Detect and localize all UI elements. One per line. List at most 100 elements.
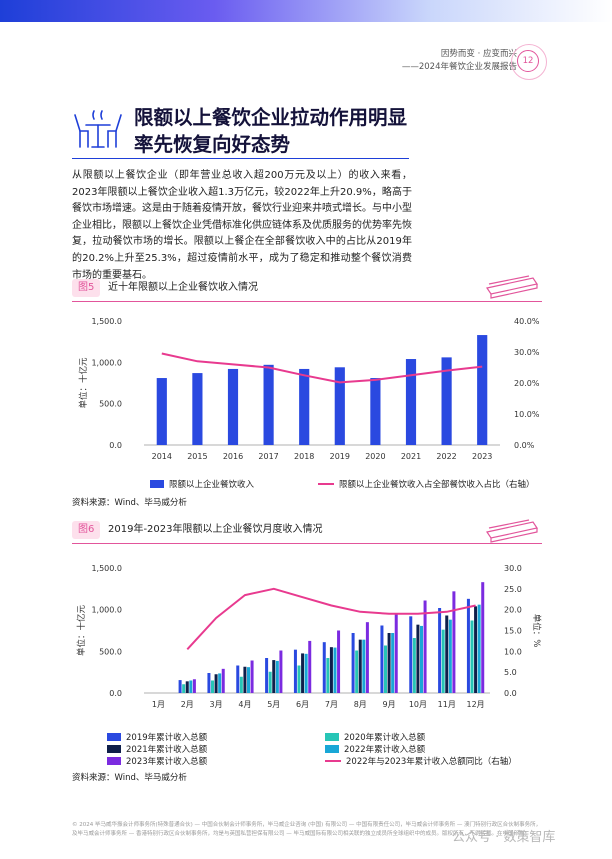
x-tick-label: 2020 bbox=[365, 452, 385, 461]
x-tick-label: 3月 bbox=[210, 700, 223, 709]
bar bbox=[362, 639, 366, 693]
section-title: 限额以上餐饮企业拉动作用明显 率先恢复向好态势 bbox=[134, 104, 407, 158]
report-slogan: 因势而变 · 应变而兴 bbox=[440, 49, 517, 59]
legend-label: 2023年累计收入总额 bbox=[126, 757, 208, 767]
bar bbox=[337, 630, 341, 693]
y2-tick-label: 30.0% bbox=[514, 348, 540, 357]
bar bbox=[301, 653, 305, 693]
y2-tick-label: 15.0 bbox=[504, 627, 522, 636]
legend-label: 限额以上企业餐饮收入占全部餐饮收入占比（右轴） bbox=[339, 480, 535, 490]
body-paragraph: 从限额以上餐饮企业（即年营业总收入超200万元及以上）的收入来看，2023年限额… bbox=[72, 170, 412, 281]
bar bbox=[477, 335, 488, 445]
bar bbox=[452, 591, 456, 693]
y2-tick-label: 30.0 bbox=[504, 564, 522, 573]
x-tick-label: 5月 bbox=[267, 700, 280, 709]
bar bbox=[322, 642, 326, 693]
y-tick-label: 1,500.0 bbox=[91, 564, 122, 573]
y2-tick-label: 5.0 bbox=[504, 668, 517, 677]
bar bbox=[333, 647, 337, 693]
bar bbox=[387, 633, 391, 693]
x-tick-label: 2017 bbox=[258, 452, 278, 461]
x-tick-label: 2021 bbox=[401, 452, 421, 461]
watermark: 公众号 · 数策智库 bbox=[452, 830, 556, 845]
legend-swatch-line bbox=[318, 483, 334, 485]
bar bbox=[178, 680, 182, 693]
x-tick-label: 4月 bbox=[238, 700, 251, 709]
bar bbox=[334, 367, 345, 445]
title-underline bbox=[72, 158, 409, 159]
bar bbox=[441, 629, 445, 693]
figure5-title: 近十年限额以上企业餐饮收入情况 bbox=[108, 282, 258, 293]
legend-label: 2020年累计收入总额 bbox=[344, 733, 426, 743]
figure6-rule bbox=[72, 543, 542, 544]
bar bbox=[268, 671, 272, 693]
bar bbox=[326, 658, 330, 693]
chart-annual-revenue: 0.0 500.0 1,000.0 1,500.0 0.0% 10.0% 20.0% 30.0… bbox=[78, 317, 540, 461]
legend-swatch-bar bbox=[107, 745, 121, 753]
legend-item-yoy: 2022年与2023年累计收入总额同比（右轴） bbox=[325, 755, 517, 767]
x-tick-label: 2月 bbox=[181, 700, 194, 709]
bar bbox=[394, 613, 398, 693]
bar bbox=[423, 600, 427, 693]
legend-label: 限额以上企业餐饮收入 bbox=[169, 480, 255, 490]
bar bbox=[182, 684, 186, 693]
bar bbox=[358, 639, 362, 693]
bar bbox=[185, 681, 189, 693]
bar bbox=[365, 622, 369, 693]
bar bbox=[329, 647, 333, 693]
bar bbox=[409, 616, 413, 693]
x-tick-label: 1月 bbox=[152, 700, 165, 709]
bar bbox=[380, 625, 384, 693]
bar bbox=[211, 680, 215, 693]
y2-tick-label: 10.0% bbox=[514, 410, 540, 419]
y2-tick-label: 25.0 bbox=[504, 585, 522, 594]
legend-swatch-bar bbox=[325, 745, 339, 753]
y-tick-label: 1,000.0 bbox=[91, 358, 122, 367]
y-tick-label: 0.0 bbox=[109, 441, 122, 450]
bar bbox=[250, 660, 254, 693]
bar bbox=[272, 660, 276, 693]
legend-swatch-line bbox=[325, 760, 341, 762]
bar bbox=[221, 668, 225, 693]
y-axis-label: 单位：十亿元 bbox=[78, 357, 89, 409]
cake-slice-icon bbox=[486, 275, 538, 299]
y2-tick-label: 20.0 bbox=[504, 606, 522, 615]
top-gradient-band bbox=[0, 0, 612, 22]
bar bbox=[214, 674, 218, 693]
bar bbox=[297, 665, 301, 693]
bar bbox=[263, 364, 274, 445]
legend-swatch-bar bbox=[107, 757, 121, 765]
figure5-rule bbox=[72, 301, 542, 302]
x-tick-label: 2016 bbox=[223, 452, 243, 461]
y2-tick-label: 0.0% bbox=[514, 441, 535, 450]
legend-item-2021: 2021年累计收入总额 bbox=[107, 743, 207, 755]
bar bbox=[351, 633, 355, 693]
y2-axis-label: 单位：% bbox=[531, 614, 542, 648]
bar bbox=[445, 615, 449, 693]
bar bbox=[227, 368, 239, 445]
x-tick-label: 2014 bbox=[152, 452, 172, 461]
x-tick-label: 2019 bbox=[330, 452, 350, 461]
bar bbox=[265, 658, 269, 693]
bar bbox=[355, 650, 359, 693]
bar bbox=[304, 653, 308, 693]
bar bbox=[416, 624, 420, 693]
y2-tick-label: 40.0% bbox=[514, 317, 540, 326]
bar bbox=[384, 645, 388, 693]
bar bbox=[370, 378, 381, 445]
legend-item-2020: 2020年累计收入总额 bbox=[325, 731, 425, 743]
copyright-footer: © 2024 毕马威华振会计师事务所(特殊普通合伙) — 中国合伙制会计师事务所… bbox=[72, 822, 542, 837]
figure5-label: 图5 bbox=[72, 279, 101, 297]
legend-item-revenue: 限额以上企业餐饮收入 bbox=[150, 478, 254, 490]
chart-monthly-revenue: 0.0 500.0 1,000.0 1,500.0 0.0 5.0 10.0 15.0 20.0… bbox=[76, 564, 542, 709]
bar bbox=[405, 359, 417, 445]
bar bbox=[239, 676, 243, 693]
x-tick-label: 10月 bbox=[409, 700, 427, 709]
bar bbox=[293, 649, 297, 693]
page-number: 12 bbox=[517, 50, 539, 72]
bar bbox=[438, 608, 442, 693]
bar bbox=[189, 680, 193, 693]
bar bbox=[441, 357, 452, 445]
legend-item-2019: 2019年累计收入总额 bbox=[107, 731, 207, 743]
x-tick-label: 2015 bbox=[187, 452, 207, 461]
